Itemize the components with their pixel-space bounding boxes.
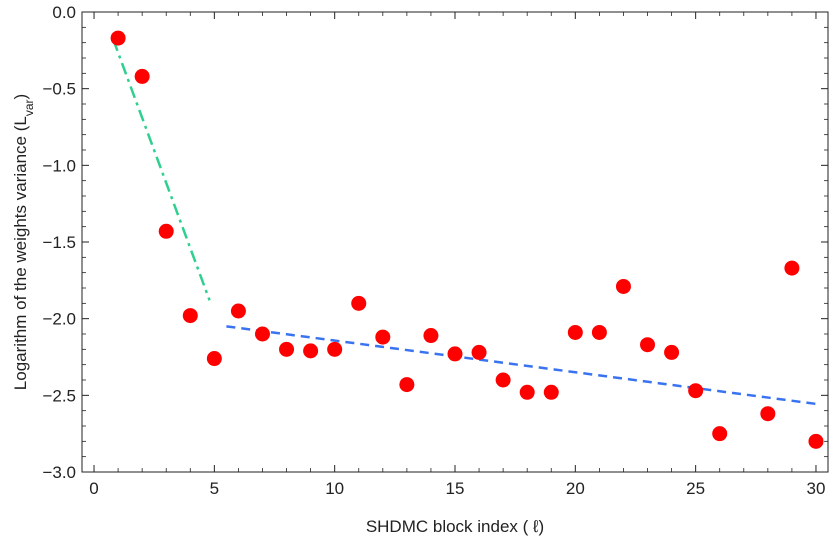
y-axis-label: Logarithm of the weights variance (Lvar) [11,94,36,390]
data-point [351,295,367,311]
data-point [303,343,319,359]
data-point [206,351,222,367]
data-point [760,406,776,422]
y-axis-label-main: Logarithm of the weights variance (L [11,116,30,390]
data-point [471,344,487,360]
data-point [495,372,511,388]
data-point [375,329,391,345]
data-point [784,260,800,276]
data-point [688,383,704,399]
x-tick-label: 30 [807,479,826,498]
x-tick-label: 10 [325,479,344,498]
y-tick-label: −3.0 [42,463,76,482]
x-tick-label: 15 [446,479,465,498]
data-point [447,346,463,362]
data-point [134,68,150,84]
y-tick-label: −2.5 [42,386,76,405]
data-point [519,384,535,400]
plot-frame [81,11,829,473]
data-point [543,384,559,400]
x-tick-label: 0 [89,479,98,498]
data-point [591,324,607,340]
y-tick-label: 0.0 [52,3,76,22]
ticks: 0 5 10 15 20 25 30 0.0 −0.5 −1.0 −1.5 −2.0 −2.5 −3.0 [42,3,828,498]
data-point [712,426,728,442]
data-point [254,326,270,342]
data-point [279,341,295,357]
data-point [808,433,824,449]
y-axis-label-subscript: var [22,99,36,116]
x-axis-label: SHDMC block index ( ℓ) [366,517,544,536]
fit-early-line [112,39,211,301]
data-point [230,303,246,319]
data-point [615,278,631,294]
y-tick-label: −1.0 [42,156,76,175]
data-point [158,223,174,239]
data-points [110,30,824,449]
y-axis-label-close: ) [11,94,30,100]
fit-lines [112,39,821,406]
data-point [664,344,680,360]
data-point [327,341,343,357]
data-point [110,30,126,46]
data-point [640,337,656,353]
x-tick-label: 25 [686,479,705,498]
x-tick-label: 5 [210,479,219,498]
y-tick-label: −1.5 [42,233,76,252]
y-tick-label: −0.5 [42,80,76,99]
y-tick-label: −2.0 [42,310,76,329]
data-point [423,328,439,344]
data-point [567,324,583,340]
axes [81,11,829,473]
x-tick-label: 20 [566,479,585,498]
data-point [182,308,198,324]
fit-late-line [226,325,821,406]
data-point [399,377,415,393]
